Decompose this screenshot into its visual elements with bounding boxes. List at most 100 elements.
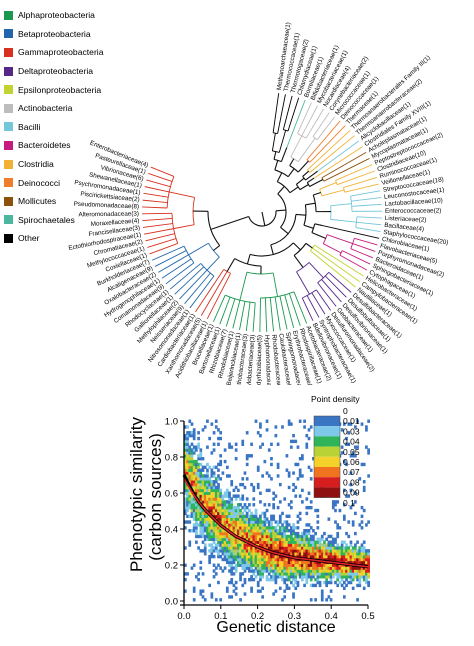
density-cell xyxy=(276,563,280,567)
density-cell xyxy=(329,566,333,570)
taxonomic-class-legend: Alphaproteobacteria Betaproteobacteria Gam… xyxy=(4,6,104,248)
y-tick-label: 0.6 xyxy=(165,489,178,500)
x-tick-label: 0.4 xyxy=(325,611,338,622)
density-cell xyxy=(195,491,198,495)
density-cell xyxy=(278,586,282,590)
density-cell xyxy=(338,566,342,570)
density-cell xyxy=(250,546,253,550)
density-cell xyxy=(309,500,313,504)
density-cell xyxy=(232,523,236,527)
density-cell xyxy=(327,554,331,559)
density-cell xyxy=(225,552,229,556)
density-cell xyxy=(188,520,192,524)
tree-branch xyxy=(360,245,376,252)
density-cell xyxy=(331,552,335,556)
density-cell xyxy=(354,491,357,495)
density-cell xyxy=(248,546,251,550)
density-cell xyxy=(340,569,344,573)
density-cell xyxy=(228,543,231,547)
density-cell xyxy=(263,523,267,527)
density-cell xyxy=(248,531,251,536)
density-cell xyxy=(336,563,340,567)
density-cell xyxy=(267,520,271,524)
density-cell xyxy=(296,543,300,547)
density-cell xyxy=(325,566,329,570)
density-cell xyxy=(329,580,333,585)
density-cell xyxy=(270,563,273,567)
tree-branch xyxy=(312,112,330,137)
density-cell xyxy=(289,566,293,570)
density-cell xyxy=(201,526,205,530)
density-cell xyxy=(365,554,368,559)
density-cell xyxy=(342,554,346,559)
density-cell xyxy=(223,549,227,553)
density-cell xyxy=(190,497,194,501)
density-cell xyxy=(221,520,225,524)
tree-branch xyxy=(200,271,228,316)
density-cell xyxy=(318,563,322,567)
density-cell xyxy=(367,557,370,562)
tree-branch xyxy=(305,170,318,181)
density-cell xyxy=(199,534,203,539)
tree-branch xyxy=(293,255,304,268)
density-cell xyxy=(236,546,240,550)
legend-label: Epsilonproteobacteria xyxy=(18,84,102,95)
density-cell xyxy=(261,554,264,559)
density-cell xyxy=(312,552,315,556)
tree-branch xyxy=(232,298,236,307)
density-cell xyxy=(250,520,253,524)
density-cell xyxy=(245,477,249,481)
density-cell xyxy=(274,569,278,573)
density-cell xyxy=(305,523,309,527)
density-cell xyxy=(314,598,317,602)
density-cell xyxy=(274,560,278,565)
tree-arc xyxy=(302,289,317,299)
density-cell xyxy=(188,459,192,464)
legend-item: Other xyxy=(4,229,100,248)
tree-branch xyxy=(142,218,165,222)
density-cell xyxy=(338,557,342,562)
density-cell xyxy=(296,569,300,573)
tree-arc xyxy=(272,150,280,153)
density-cell xyxy=(256,520,260,524)
density-cell xyxy=(228,514,231,518)
density-cell xyxy=(206,529,209,533)
density-cell xyxy=(239,526,242,530)
density-cell xyxy=(256,554,260,559)
density-cell xyxy=(188,491,192,495)
density-cell xyxy=(265,552,269,556)
density-cell xyxy=(197,442,200,446)
density-cell xyxy=(349,549,353,553)
density-cell xyxy=(294,566,298,570)
density-cell xyxy=(298,457,302,461)
density-cell xyxy=(365,569,368,573)
density-cell xyxy=(243,569,247,573)
density-cell xyxy=(296,572,300,576)
density-cell xyxy=(239,508,242,513)
density-cell xyxy=(219,503,223,507)
density-cell xyxy=(208,488,211,493)
density-cell xyxy=(358,554,362,559)
density-cell xyxy=(347,580,351,585)
density-cell xyxy=(248,534,251,539)
density-cell xyxy=(272,575,276,579)
density-cell xyxy=(305,554,309,559)
colorbar-swatch xyxy=(314,477,340,488)
density-cell xyxy=(314,566,317,570)
density-cell xyxy=(208,491,211,495)
density-cell xyxy=(212,575,216,579)
density-cell xyxy=(219,598,223,602)
tree-branch xyxy=(144,186,170,193)
density-cell xyxy=(197,468,200,472)
density-cell xyxy=(356,598,359,602)
density-cell xyxy=(225,557,229,562)
density-cell xyxy=(217,534,220,539)
density-cell xyxy=(203,482,207,487)
density-cell xyxy=(192,505,196,510)
density-cell xyxy=(314,554,317,559)
density-cell xyxy=(342,586,346,590)
density-cell xyxy=(270,529,273,533)
density-cell xyxy=(188,540,192,544)
density-cell xyxy=(243,529,247,533)
density-cell xyxy=(195,517,198,521)
